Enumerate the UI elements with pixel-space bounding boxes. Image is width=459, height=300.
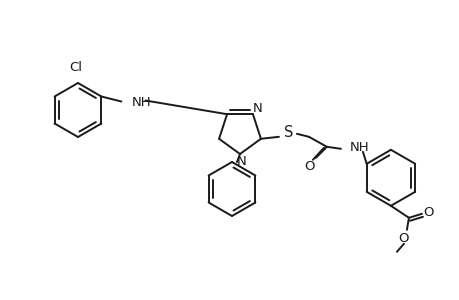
Text: O: O bbox=[423, 206, 433, 219]
Text: Cl: Cl bbox=[69, 61, 82, 74]
Text: O: O bbox=[398, 232, 409, 245]
Text: N: N bbox=[236, 154, 246, 167]
Text: NH: NH bbox=[131, 96, 151, 109]
Text: NH: NH bbox=[349, 141, 369, 154]
Text: S: S bbox=[284, 125, 293, 140]
Text: N: N bbox=[252, 102, 262, 115]
Text: O: O bbox=[304, 160, 314, 173]
